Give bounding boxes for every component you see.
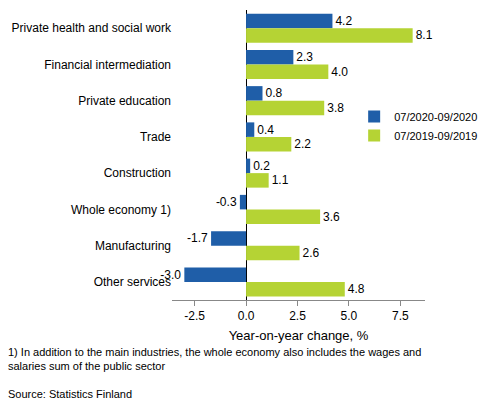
svg-text:0.2: 0.2	[253, 159, 270, 173]
svg-text:Financial intermediation: Financial intermediation	[44, 58, 171, 72]
svg-text:2.3: 2.3	[296, 50, 313, 64]
svg-text:3.8: 3.8	[327, 101, 344, 115]
svg-text:-2.5: -2.5	[184, 309, 205, 323]
svg-text:4.2: 4.2	[335, 14, 352, 28]
svg-text:3.6: 3.6	[323, 210, 340, 224]
svg-text:Other services: Other services	[94, 275, 171, 289]
svg-text:07/2019-09/2019: 07/2019-09/2019	[394, 130, 477, 142]
svg-text:Private health and social work: Private health and social work	[12, 21, 172, 35]
svg-text:5.0: 5.0	[341, 309, 358, 323]
svg-text:0.8: 0.8	[266, 86, 283, 100]
svg-text:8.1: 8.1	[416, 28, 433, 42]
svg-text:0.0: 0.0	[238, 309, 255, 323]
svg-text:Manufacturing: Manufacturing	[95, 239, 171, 253]
svg-text:2.5: 2.5	[289, 309, 306, 323]
svg-text:Year-on-year change, %: Year-on-year change, %	[229, 328, 369, 343]
svg-text:Private education: Private education	[78, 94, 171, 108]
svg-text:-3.0: -3.0	[160, 268, 181, 282]
svg-text:1.1: 1.1	[272, 173, 289, 187]
svg-text:-0.3: -0.3	[216, 195, 237, 209]
svg-text:Source: Statistics Finland: Source: Statistics Finland	[8, 388, 132, 400]
svg-text:4.8: 4.8	[348, 282, 365, 296]
svg-text:07/2020-09/2020: 07/2020-09/2020	[394, 111, 477, 123]
svg-text:Construction: Construction	[104, 166, 171, 180]
svg-text:2.2: 2.2	[294, 137, 311, 151]
svg-text:7.5: 7.5	[392, 309, 409, 323]
svg-text:4.0: 4.0	[331, 65, 348, 79]
svg-text:0.4: 0.4	[257, 123, 274, 137]
svg-text:2.6: 2.6	[303, 246, 320, 260]
svg-text:Whole economy 1): Whole economy 1)	[71, 203, 171, 217]
svg-text:1) In addition to the main ind: 1) In addition to the main industries, t…	[8, 346, 421, 372]
svg-text:Trade: Trade	[140, 130, 171, 144]
svg-text:-1.7: -1.7	[187, 231, 208, 245]
